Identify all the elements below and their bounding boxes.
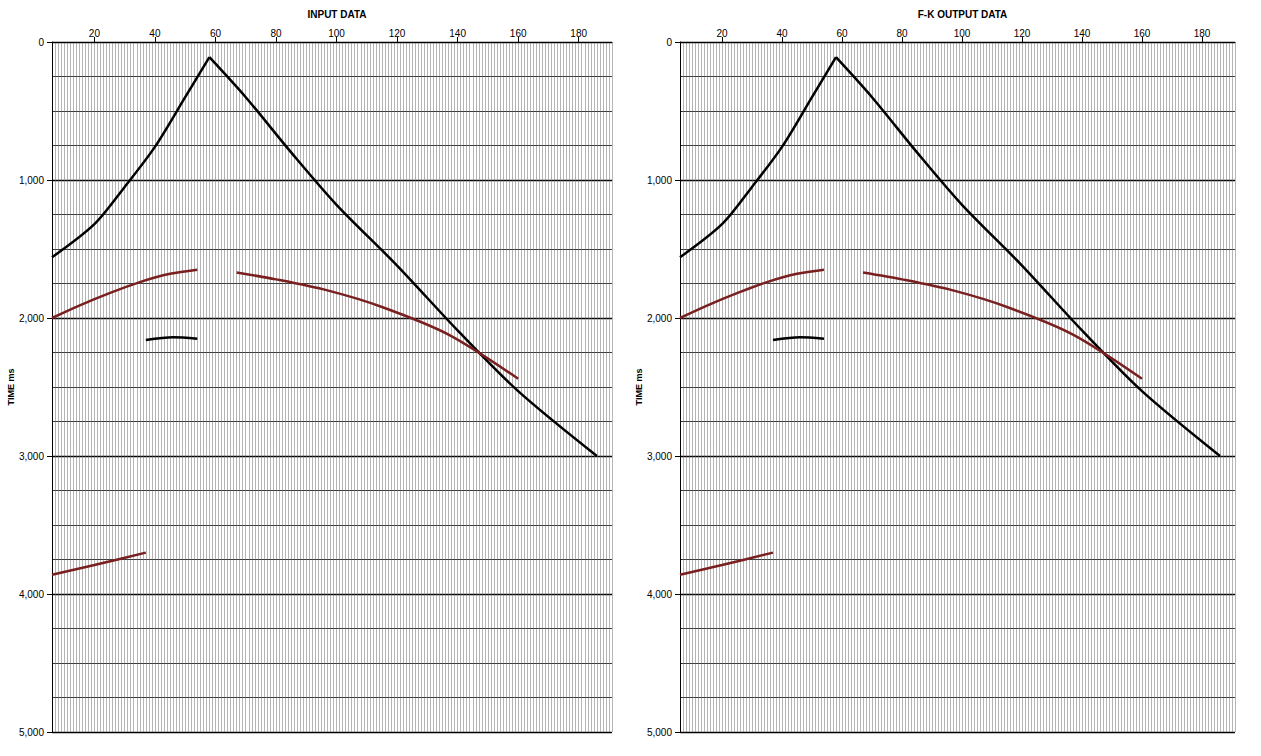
svg-text:80: 80 <box>270 28 282 39</box>
svg-text:F-K OUTPUT DATA: F-K OUTPUT DATA <box>918 9 1008 20</box>
svg-text:3,000: 3,000 <box>19 451 44 462</box>
svg-text:5,000: 5,000 <box>19 727 44 738</box>
svg-text:20: 20 <box>89 28 101 39</box>
svg-text:120: 120 <box>389 28 406 39</box>
svg-text:4,000: 4,000 <box>647 589 672 600</box>
svg-text:TIME ms: TIME ms <box>634 368 644 405</box>
svg-text:160: 160 <box>1134 28 1151 39</box>
svg-text:60: 60 <box>836 28 848 39</box>
svg-text:160: 160 <box>510 28 527 39</box>
svg-text:TIME ms: TIME ms <box>6 368 16 405</box>
svg-text:40: 40 <box>149 28 161 39</box>
svg-text:20: 20 <box>716 28 728 39</box>
svg-text:140: 140 <box>449 28 466 39</box>
svg-text:0: 0 <box>666 37 672 48</box>
svg-text:80: 80 <box>896 28 908 39</box>
svg-text:120: 120 <box>1014 28 1031 39</box>
svg-text:0: 0 <box>38 37 44 48</box>
svg-text:40: 40 <box>776 28 788 39</box>
svg-text:INPUT DATA: INPUT DATA <box>307 9 366 20</box>
svg-text:2,000: 2,000 <box>647 313 672 324</box>
svg-text:100: 100 <box>328 28 345 39</box>
svg-text:5,000: 5,000 <box>647 727 672 738</box>
svg-text:180: 180 <box>1194 28 1211 39</box>
svg-text:4,000: 4,000 <box>19 589 44 600</box>
svg-text:1,000: 1,000 <box>647 175 672 186</box>
svg-text:140: 140 <box>1074 28 1091 39</box>
svg-text:100: 100 <box>954 28 971 39</box>
svg-text:3,000: 3,000 <box>647 451 672 462</box>
svg-text:1,000: 1,000 <box>19 175 44 186</box>
svg-text:2,000: 2,000 <box>19 313 44 324</box>
svg-text:60: 60 <box>210 28 222 39</box>
svg-text:180: 180 <box>570 28 587 39</box>
